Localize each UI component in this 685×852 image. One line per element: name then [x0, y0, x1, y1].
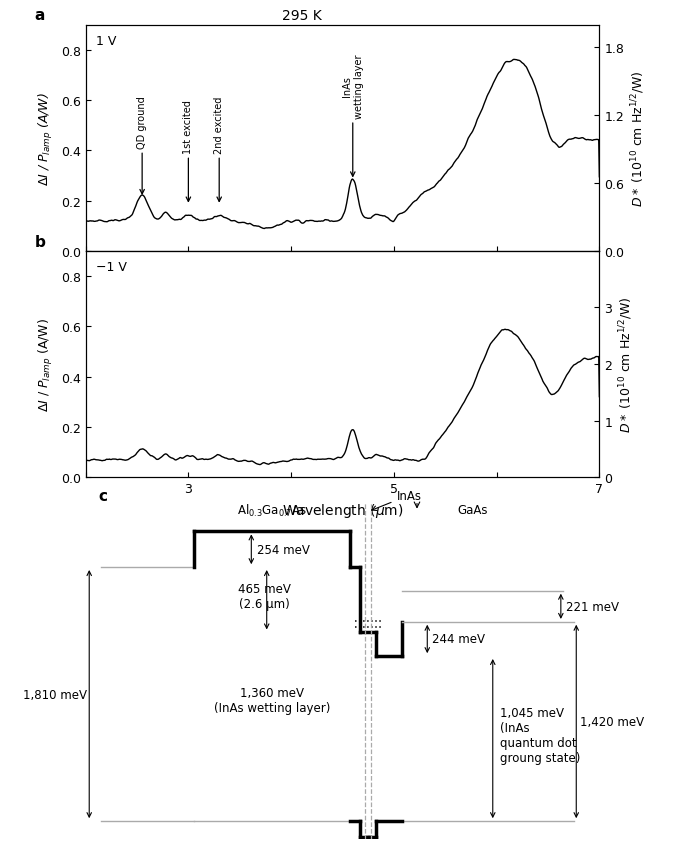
Y-axis label: $D*$ (10$^{10}$ cm Hz$^{1/2}$/W): $D*$ (10$^{10}$ cm Hz$^{1/2}$/W)	[630, 71, 647, 207]
Text: 254 meV: 254 meV	[258, 543, 310, 556]
Text: GaAs: GaAs	[457, 504, 488, 516]
Text: a: a	[34, 9, 45, 23]
Text: Al$_{0.3}$Ga$_{0.7}$As: Al$_{0.3}$Ga$_{0.7}$As	[237, 502, 307, 518]
Y-axis label: $\Delta I$ / $P_{lamp}$ (A/W): $\Delta I$ / $P_{lamp}$ (A/W)	[37, 92, 55, 186]
Text: QD ground: QD ground	[137, 96, 147, 148]
Text: 1 V: 1 V	[96, 35, 116, 48]
Text: 1,810 meV: 1,810 meV	[23, 688, 87, 701]
Y-axis label: $D*$ (10$^{10}$ cm Hz$^{1/2}$/W): $D*$ (10$^{10}$ cm Hz$^{1/2}$/W)	[618, 296, 636, 433]
X-axis label: Wavelength ($\mu$m): Wavelength ($\mu$m)	[282, 501, 403, 519]
Text: 221 meV: 221 meV	[566, 600, 619, 613]
Text: 295 K: 295 K	[282, 9, 321, 23]
Y-axis label: $\Delta I$ / $P_{lamp}$ (A/W): $\Delta I$ / $P_{lamp}$ (A/W)	[37, 318, 55, 412]
Text: 1,045 meV
(InAs
quantum dot
groung state): 1,045 meV (InAs quantum dot groung state…	[501, 706, 581, 764]
Text: −1 V: −1 V	[96, 261, 127, 273]
Text: 2nd excited: 2nd excited	[214, 96, 224, 153]
Text: 244 meV: 244 meV	[432, 633, 486, 646]
Text: b: b	[34, 234, 45, 250]
Text: InAs: InAs	[372, 489, 421, 511]
Text: 1st excited: 1st excited	[184, 100, 193, 153]
Text: 1,360 meV
(InAs wetting layer): 1,360 meV (InAs wetting layer)	[214, 686, 330, 714]
Text: InAs
wetting layer: InAs wetting layer	[342, 54, 364, 118]
Text: 465 meV
(2.6 μm): 465 meV (2.6 μm)	[238, 583, 290, 610]
Text: 1,420 meV: 1,420 meV	[580, 715, 644, 728]
Text: c: c	[99, 488, 108, 504]
